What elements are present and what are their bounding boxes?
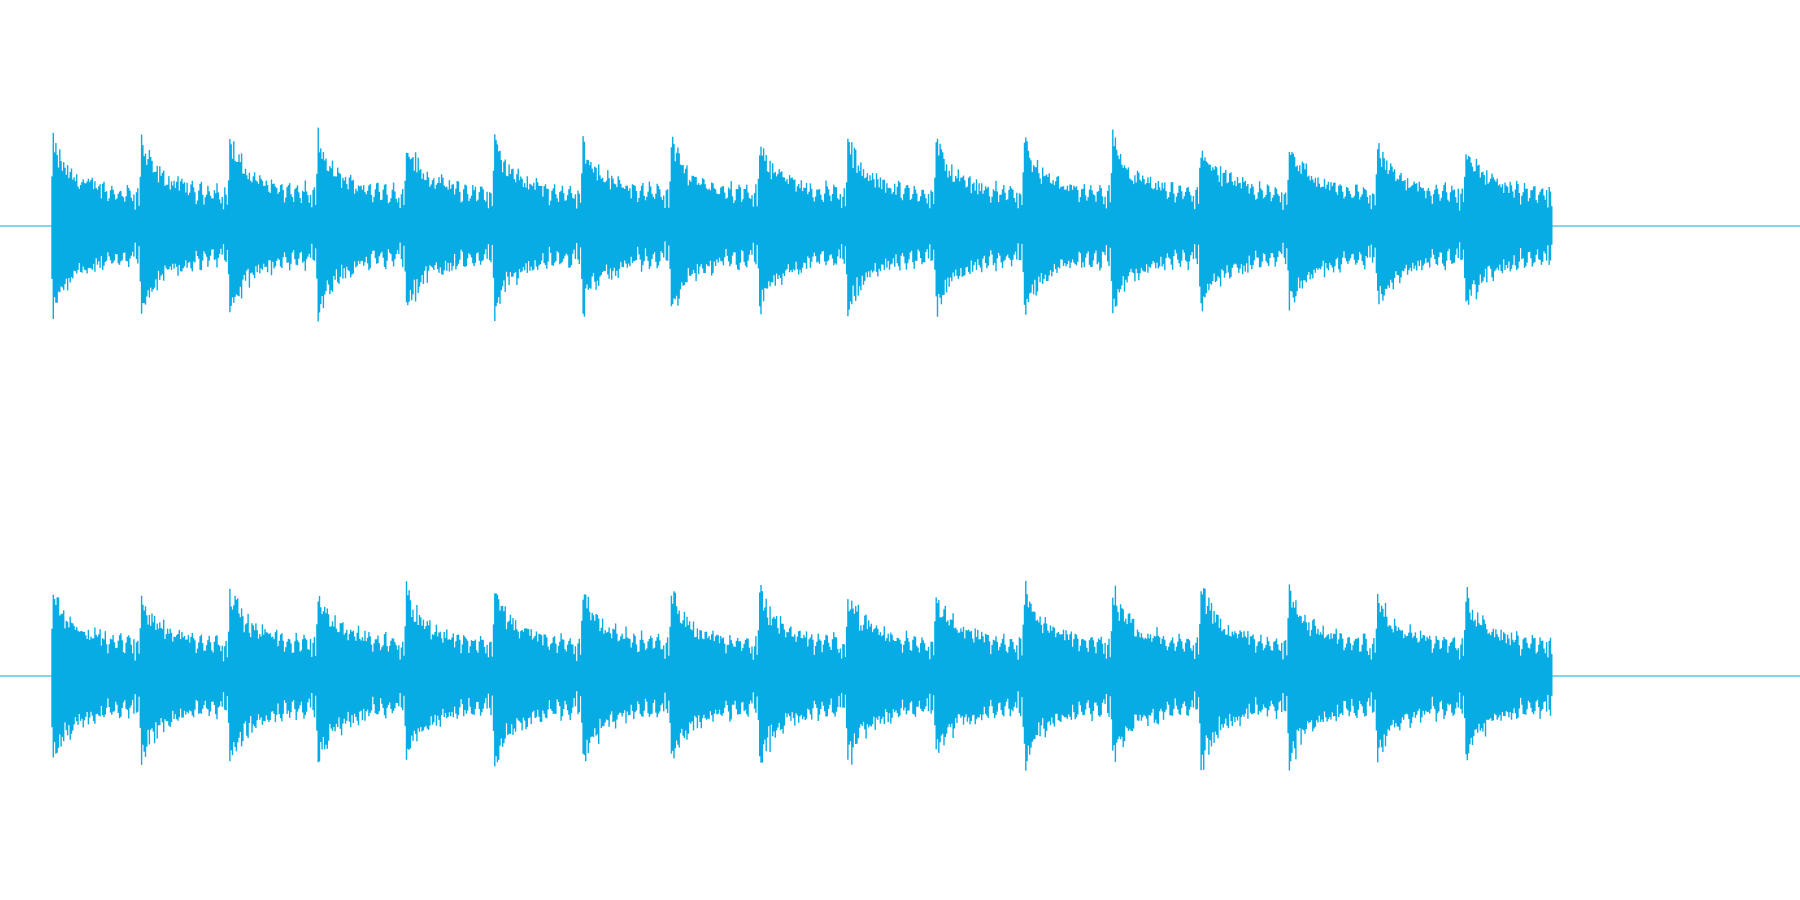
waveform-signal <box>51 127 1553 322</box>
waveform-channel-2 <box>0 580 1800 771</box>
waveform-signal <box>51 580 1553 771</box>
waveform-channel-1 <box>0 127 1800 322</box>
